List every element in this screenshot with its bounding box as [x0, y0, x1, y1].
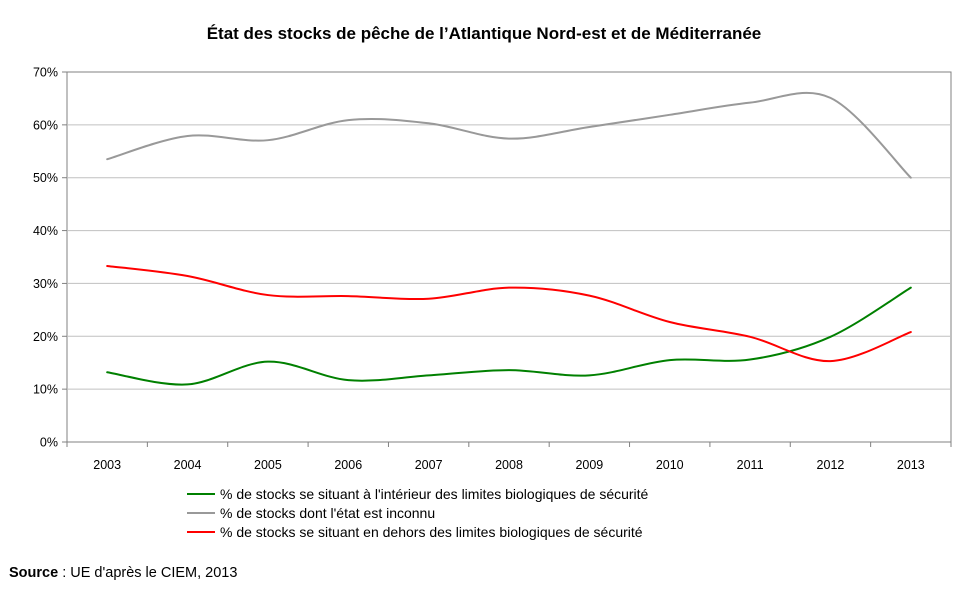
legend-label: % de stocks se situant en dehors des lim…	[220, 524, 643, 540]
chart-title: État des stocks de pêche de l’Atlantique…	[207, 24, 762, 43]
plot-area	[66, 71, 952, 443]
y-tick-label-1: 10%	[33, 383, 58, 397]
x-tick-label-2009: 2009	[575, 458, 603, 472]
x-tick-label-2012: 2012	[817, 458, 845, 472]
y-tick-label-6: 60%	[33, 118, 58, 132]
x-tick-label-2010: 2010	[656, 458, 684, 472]
source-text: : UE d'après le CIEM, 2013	[58, 565, 238, 581]
legend-label: % de stocks dont l'état est inconnu	[220, 505, 435, 521]
x-tick-label-2005: 2005	[254, 458, 282, 472]
legend-item-inside-limits: % de stocks se situant à l'intérieur des…	[187, 486, 649, 502]
y-tick-label-3: 30%	[33, 277, 58, 291]
y-axis: 0% 10% 20% 30% 40% 50% 60% 70%	[33, 66, 67, 450]
x-tick-label-2006: 2006	[334, 458, 362, 472]
y-tick-label-5: 50%	[33, 171, 58, 185]
x-tick-label-2008: 2008	[495, 458, 523, 472]
series-line-unknown	[106, 91, 912, 179]
x-tick-label-2011: 2011	[737, 458, 764, 472]
y-tick-label-2: 20%	[33, 330, 58, 344]
y-tick-label-4: 40%	[33, 224, 58, 238]
series-line-inside-limits	[106, 286, 912, 386]
y-tick-label-0: 0%	[40, 436, 58, 450]
x-tick-label-2004: 2004	[174, 458, 202, 472]
legend-item-unknown: % de stocks dont l'état est inconnu	[187, 505, 435, 521]
legend-label: % de stocks se situant à l'intérieur des…	[220, 486, 649, 502]
series-lines	[106, 91, 912, 386]
x-tick-label-2013: 2013	[897, 458, 925, 472]
source-label: Source	[9, 565, 59, 581]
legend: % de stocks se situant à l'intérieur des…	[187, 486, 649, 540]
series-line-outside-limits	[106, 264, 912, 363]
y-tick-label-7: 70%	[33, 66, 58, 80]
legend-item-outside-limits: % de stocks se situant en dehors des lim…	[187, 524, 643, 540]
x-tick-label-2007: 2007	[415, 458, 443, 472]
x-axis: 2003 2004 2005 2006 2007 2008 2009 2010 2011 2012…	[66, 442, 952, 472]
x-tick-label-2003: 2003	[93, 458, 121, 472]
source-note: Source : UE d'après le CIEM, 2013	[9, 565, 237, 581]
